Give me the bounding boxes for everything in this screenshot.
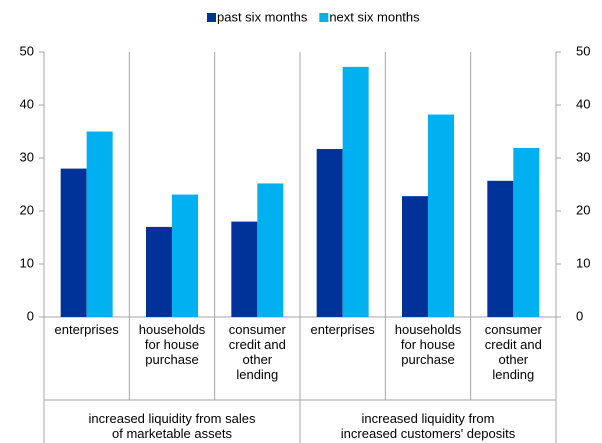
bar: [231, 221, 258, 317]
group-label: increased liquidity from increased custo…: [340, 411, 516, 441]
legend-label: past six months: [217, 9, 308, 24]
bar: [402, 196, 428, 317]
x-tick-label: consumer credit and other lending: [228, 322, 286, 382]
y-tick-label: 50: [20, 43, 34, 58]
group-label: increased liquidity from sales of market…: [88, 411, 256, 441]
y-tick-label: 10: [20, 255, 34, 270]
y2-tick-label: 20: [576, 202, 590, 217]
bar: [60, 168, 87, 317]
y-tick-label: 30: [20, 149, 34, 164]
y2-tick-label: 10: [576, 255, 590, 270]
x-tick-label: households for house purchase: [138, 322, 206, 367]
y2-tick-label: 50: [576, 43, 590, 58]
y2-tick-label: 0: [576, 308, 583, 323]
bar: [316, 148, 343, 317]
y2-tick-label: 40: [576, 96, 590, 111]
bar: [342, 66, 369, 317]
bar: [146, 226, 172, 317]
y-tick-label: 40: [20, 96, 34, 111]
legend-swatch: [207, 13, 216, 22]
bar: [86, 131, 113, 317]
legend-swatch: [319, 13, 329, 22]
x-tick-label: enterprises: [54, 322, 119, 337]
bar: [487, 180, 514, 317]
x-tick-label: households for house purchase: [394, 322, 462, 367]
x-tick-label: enterprises: [310, 322, 375, 337]
bar: [428, 114, 454, 317]
y2-tick-label: 30: [576, 149, 590, 164]
x-tick-label: consumer credit and other lending: [484, 322, 542, 382]
legend-label: next six months: [329, 9, 420, 24]
bar: [257, 183, 284, 317]
y-tick-label: 20: [20, 202, 34, 217]
bar: [172, 194, 198, 317]
bar: [513, 147, 540, 317]
y-tick-label: 0: [27, 308, 34, 323]
